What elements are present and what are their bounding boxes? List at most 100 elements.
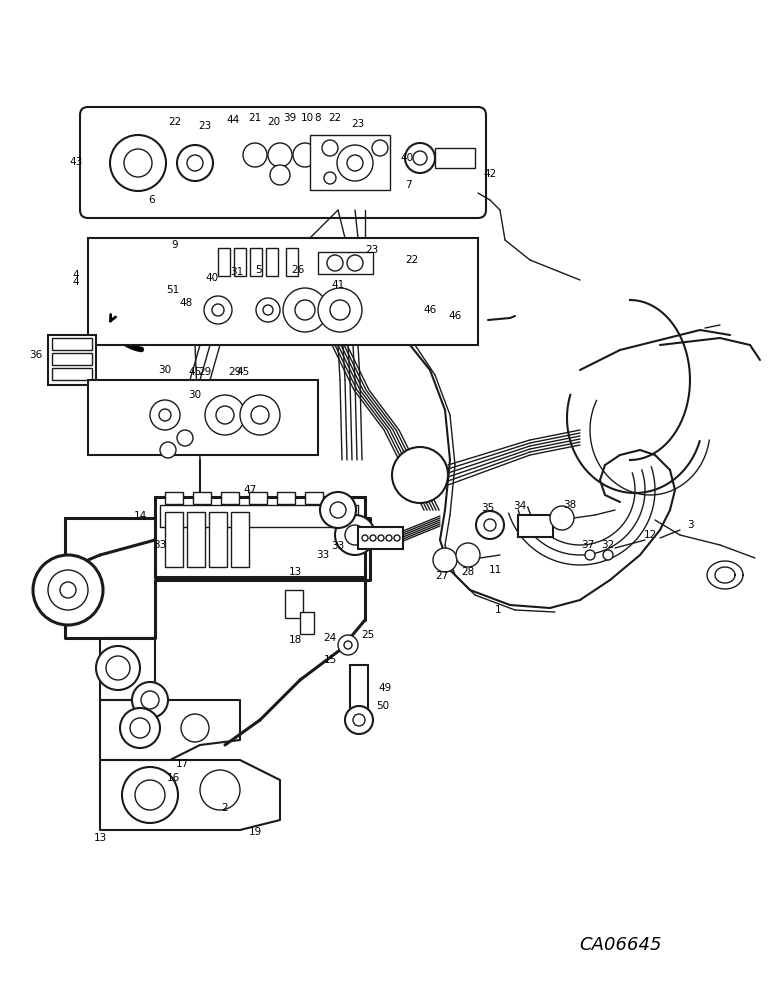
Text: 27: 27 (435, 571, 449, 581)
Circle shape (181, 714, 209, 742)
Text: 14: 14 (134, 511, 147, 521)
Text: 46: 46 (423, 305, 437, 315)
Circle shape (240, 395, 280, 435)
Bar (52, 368, 92, 380)
Circle shape (392, 447, 448, 503)
Text: 16: 16 (167, 773, 180, 783)
Text: 11: 11 (489, 565, 502, 575)
Text: 2: 2 (222, 803, 229, 813)
Circle shape (205, 395, 245, 435)
Text: 42: 42 (483, 169, 496, 179)
Text: 23: 23 (198, 121, 212, 131)
Text: 19: 19 (249, 827, 262, 837)
Bar (165, 492, 183, 504)
Circle shape (293, 143, 317, 167)
Text: 21: 21 (249, 113, 262, 123)
Circle shape (120, 708, 160, 748)
Text: 4: 4 (73, 277, 80, 287)
Circle shape (268, 143, 292, 167)
Bar (48, 335, 96, 385)
Text: 49: 49 (378, 683, 391, 693)
Text: 3: 3 (686, 520, 693, 530)
Text: 9: 9 (171, 240, 178, 250)
Text: 47: 47 (243, 485, 256, 495)
Text: 40: 40 (401, 153, 414, 163)
Text: 36: 36 (29, 350, 42, 360)
Text: 29: 29 (198, 367, 212, 377)
Text: 18: 18 (289, 635, 302, 645)
Bar (300, 612, 314, 634)
Text: 22: 22 (405, 255, 418, 265)
Bar (234, 248, 246, 276)
Circle shape (96, 646, 140, 690)
Text: 30: 30 (188, 390, 201, 400)
Bar (358, 527, 403, 549)
Text: 22: 22 (168, 117, 181, 127)
Circle shape (456, 543, 480, 567)
Bar (266, 248, 278, 276)
Circle shape (160, 442, 176, 458)
Text: 15: 15 (323, 655, 337, 665)
Text: 33: 33 (331, 541, 344, 551)
Bar (221, 492, 239, 504)
Bar (305, 492, 323, 504)
Text: 25: 25 (361, 630, 374, 640)
Bar (285, 590, 303, 618)
Circle shape (33, 555, 103, 625)
Text: 28: 28 (462, 567, 475, 577)
Text: 41: 41 (331, 280, 344, 290)
Text: 23: 23 (351, 119, 364, 129)
Text: 30: 30 (158, 365, 171, 375)
Bar (518, 515, 553, 537)
Bar (218, 248, 230, 276)
Circle shape (177, 430, 193, 446)
Circle shape (345, 706, 373, 734)
Circle shape (320, 492, 356, 528)
Circle shape (362, 535, 368, 541)
Text: 1: 1 (495, 605, 501, 615)
Text: 48: 48 (179, 298, 193, 308)
Bar (250, 248, 262, 276)
Text: 6: 6 (149, 195, 155, 205)
Circle shape (550, 506, 574, 530)
Circle shape (110, 135, 166, 191)
Text: 26: 26 (291, 265, 305, 275)
Bar (310, 135, 390, 190)
Text: 10: 10 (300, 113, 313, 123)
Circle shape (177, 145, 213, 181)
Bar (52, 338, 92, 350)
Text: 37: 37 (581, 540, 594, 550)
Text: 50: 50 (377, 701, 390, 711)
Text: 45: 45 (188, 367, 201, 377)
Text: 43: 43 (69, 157, 83, 167)
Bar (277, 492, 295, 504)
Text: 8: 8 (315, 113, 321, 123)
Text: 20: 20 (267, 117, 280, 127)
Circle shape (378, 535, 384, 541)
Text: 45: 45 (236, 367, 249, 377)
Bar (160, 505, 358, 527)
Text: 33: 33 (154, 540, 167, 550)
Circle shape (335, 515, 375, 555)
Text: 17: 17 (175, 759, 188, 769)
Circle shape (405, 143, 435, 173)
Bar (286, 248, 298, 276)
Text: 13: 13 (93, 833, 107, 843)
Bar (435, 148, 475, 168)
Bar (88, 380, 318, 455)
Circle shape (256, 298, 280, 322)
Text: 5: 5 (255, 265, 261, 275)
Text: 4: 4 (73, 270, 80, 280)
FancyBboxPatch shape (80, 107, 486, 218)
Text: 32: 32 (601, 540, 615, 550)
Text: 35: 35 (482, 503, 495, 513)
Text: 22: 22 (328, 113, 342, 123)
Circle shape (283, 288, 327, 332)
Text: 40: 40 (205, 273, 218, 283)
Bar (209, 512, 227, 567)
Circle shape (270, 165, 290, 185)
Text: 39: 39 (283, 113, 296, 123)
Text: 33: 33 (317, 550, 330, 560)
Text: 51: 51 (167, 285, 180, 295)
Circle shape (386, 535, 392, 541)
